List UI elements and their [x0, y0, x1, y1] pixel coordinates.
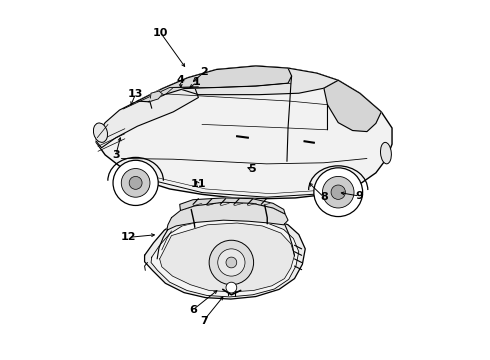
Text: 12: 12	[121, 232, 136, 242]
Text: 9: 9	[356, 191, 364, 201]
Circle shape	[331, 185, 345, 199]
Polygon shape	[145, 213, 305, 299]
Circle shape	[129, 176, 142, 189]
Circle shape	[209, 240, 254, 285]
Circle shape	[314, 168, 363, 217]
Text: 7: 7	[200, 316, 208, 325]
Polygon shape	[324, 80, 381, 132]
Ellipse shape	[381, 142, 392, 164]
Text: 10: 10	[153, 28, 169, 38]
Text: 13: 13	[128, 89, 143, 99]
Polygon shape	[137, 66, 292, 102]
Text: 5: 5	[248, 164, 256, 174]
Text: 3: 3	[112, 150, 120, 160]
Circle shape	[322, 176, 354, 208]
Text: 11: 11	[191, 179, 206, 189]
Polygon shape	[96, 66, 392, 199]
Polygon shape	[180, 198, 285, 214]
Ellipse shape	[94, 123, 107, 142]
Text: 1: 1	[193, 77, 200, 87]
Text: 2: 2	[200, 67, 208, 77]
Circle shape	[122, 168, 150, 197]
Polygon shape	[150, 91, 163, 101]
Polygon shape	[96, 87, 198, 148]
Circle shape	[226, 257, 237, 268]
Polygon shape	[167, 202, 288, 230]
Circle shape	[226, 282, 237, 293]
Polygon shape	[160, 223, 294, 292]
Text: 4: 4	[176, 75, 184, 85]
Circle shape	[113, 160, 158, 206]
Text: 6: 6	[189, 305, 197, 315]
Text: 8: 8	[320, 192, 328, 202]
Circle shape	[218, 249, 245, 276]
Polygon shape	[151, 219, 299, 297]
Polygon shape	[173, 66, 338, 95]
